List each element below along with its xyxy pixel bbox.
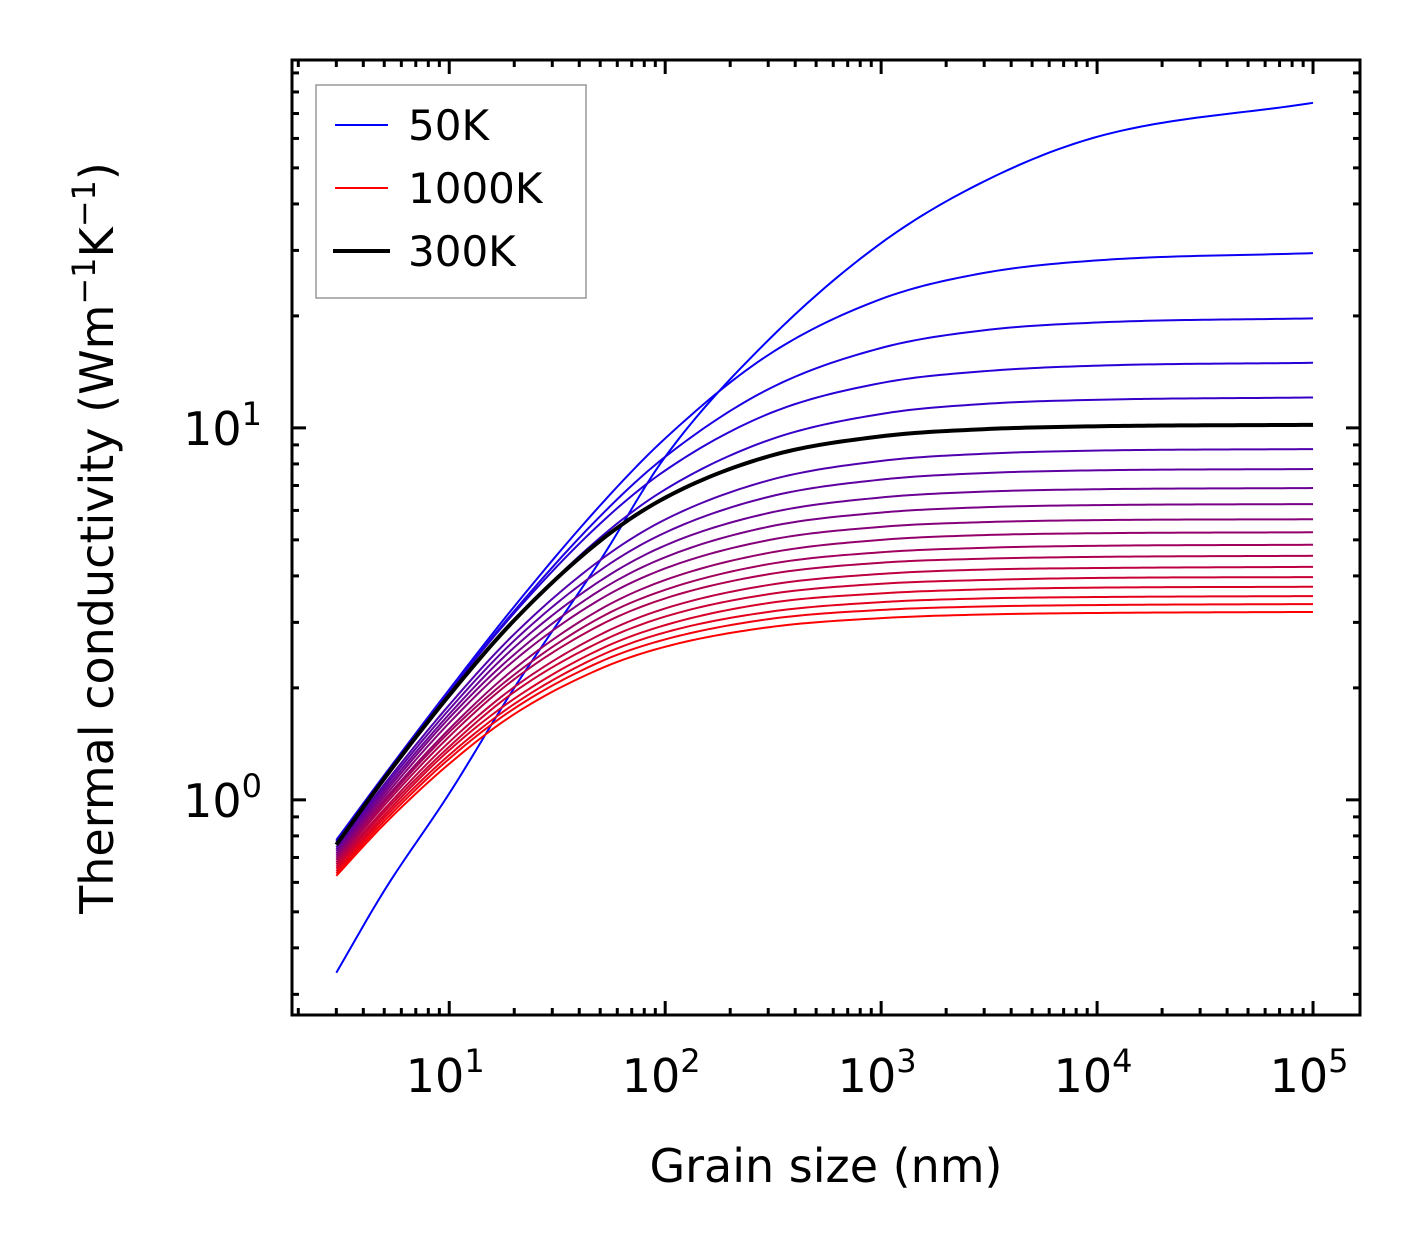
series-line-900K [335, 595, 1314, 872]
y-axis-title-sup1: −1 [65, 257, 103, 304]
x-tick-label: 105 [1270, 1042, 1349, 1103]
series-line-800K [335, 576, 1314, 868]
series-line-250K [335, 396, 1314, 844]
legend-box [315, 84, 587, 299]
series-line-350K [335, 448, 1314, 849]
legend: 50K 1000K 300K [315, 84, 587, 299]
series-line-450K [335, 487, 1314, 852]
plot-frame [290, 58, 1362, 1017]
series-line-550K [335, 518, 1314, 857]
series-line-400K [335, 468, 1314, 850]
series-line-650K [335, 543, 1314, 861]
y-axis-title-sup2: −1 [65, 180, 103, 227]
series-layer [334, 101, 1314, 974]
y-tick-label: 101 [183, 395, 262, 456]
x-tick-label: 103 [838, 1042, 917, 1103]
series-line-950K [335, 603, 1314, 875]
series-line-300K [334, 422, 1314, 846]
series-line-1000K [335, 610, 1314, 877]
y-axis-title: Thermal conductivity (Wm−1K−1) [65, 162, 124, 915]
legend-label-1: 1000K [408, 164, 544, 213]
series-line-500K [335, 503, 1314, 855]
series-line-50K [335, 101, 1314, 974]
y-tick-label: 100 [183, 767, 262, 828]
series-line-600K [335, 531, 1314, 859]
y-tick-labels: 100 101 [183, 395, 262, 828]
series-line-100K [335, 252, 1314, 841]
x-tick-label: 104 [1054, 1042, 1133, 1103]
x-tick-labels: 101 102 103 104 105 [406, 1042, 1349, 1103]
series-line-750K [335, 565, 1314, 865]
legend-label-0: 50K [408, 101, 490, 150]
x-tick-label: 101 [406, 1042, 485, 1103]
x-axis-title: Grain size (nm) [650, 1139, 1003, 1193]
series-line-200K [335, 361, 1314, 843]
y-axis-title-base: Thermal conductivity (Wm [70, 305, 124, 915]
series-line-850K [335, 585, 1314, 870]
x-tick-label: 102 [622, 1042, 701, 1103]
series-line-150K [335, 317, 1314, 842]
legend-label-2: 300K [408, 227, 517, 276]
series-line-700K [335, 554, 1314, 863]
y-axis-title-mid: K [70, 225, 124, 257]
y-axis-title-end: ) [70, 162, 124, 180]
